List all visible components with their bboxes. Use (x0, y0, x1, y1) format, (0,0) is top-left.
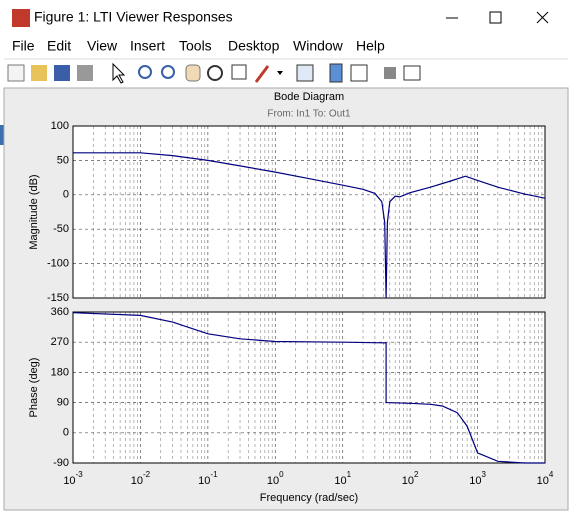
x-tick-exponent: 3 (481, 470, 486, 479)
data-line (72, 312, 545, 464)
x-tick-label: 103 (469, 470, 486, 487)
x-tick-base: 10 (267, 475, 279, 487)
tool-icon[interactable] (31, 65, 47, 81)
y-tick-label: 0 (63, 427, 69, 439)
menu-item[interactable]: Edit (47, 38, 71, 54)
window-title: Figure 1: LTI Viewer Responses (34, 9, 233, 25)
x-tick-base: 10 (537, 475, 549, 487)
tool-icon[interactable] (384, 67, 396, 79)
x-tick-base: 10 (63, 475, 75, 487)
x-tick-label: 101 (334, 470, 351, 487)
tool-icon[interactable] (138, 65, 152, 79)
x-tick-label: 10-2 (131, 470, 151, 487)
toolbar (7, 62, 421, 84)
x-tick-label: 10-3 (63, 470, 83, 487)
tool-icon[interactable] (329, 63, 343, 83)
menu-item[interactable]: Help (356, 38, 385, 54)
tool-icon[interactable] (296, 64, 314, 82)
x-tick-base: 10 (469, 475, 481, 487)
app-icon (12, 9, 30, 27)
x-axis-label: Frequency (rad/sec) (260, 492, 358, 504)
x-tick-exponent: 1 (347, 470, 352, 479)
x-tick-exponent: -3 (76, 470, 84, 479)
x-tick-exponent: 2 (414, 470, 419, 479)
tool-icon[interactable] (161, 65, 175, 79)
tool-icon[interactable] (254, 65, 270, 83)
menu-item[interactable]: View (87, 38, 118, 54)
y-tick-label: 270 (51, 336, 69, 348)
x-tick-exponent: -2 (143, 470, 151, 479)
tool-icon[interactable] (403, 65, 421, 81)
x-tick-exponent: -1 (210, 470, 218, 479)
y-tick-label: -50 (53, 223, 69, 235)
close[interactable] (536, 11, 549, 24)
y-tick-label: 180 (51, 366, 69, 378)
y-tick-label: -150 (47, 292, 69, 304)
tool-icon[interactable] (77, 65, 93, 81)
tool-icon[interactable] (231, 64, 247, 80)
y-tick-label: 360 (51, 306, 69, 318)
x-tick-label: 100 (267, 470, 284, 487)
y-tick-label: 100 (51, 120, 69, 132)
menu-item[interactable]: Tools (179, 38, 212, 54)
tool-icon[interactable] (350, 64, 368, 82)
x-tick-base: 10 (334, 475, 346, 487)
y-tick-label: -100 (47, 258, 69, 270)
y-tick-label: 0 (63, 189, 69, 201)
tool-icon[interactable] (185, 64, 201, 82)
menu-item[interactable]: File (12, 38, 35, 54)
x-tick-label: 104 (537, 470, 554, 487)
y-tick-label: -90 (53, 457, 69, 469)
axes-box (72, 125, 546, 299)
menu-item[interactable]: Desktop (228, 38, 280, 54)
x-tick-exponent: 4 (549, 470, 554, 479)
x-tick-exponent: 0 (279, 470, 284, 479)
axes-bg (73, 312, 545, 463)
y-tick-label: 50 (57, 154, 69, 166)
y-tick-label: 90 (57, 397, 69, 409)
x-tick-base: 10 (402, 475, 414, 487)
y-axis-label: Magnitude (dB) (28, 174, 40, 249)
tool-icon[interactable] (112, 62, 126, 84)
x-tick-base: 10 (131, 475, 143, 487)
axes-bg (73, 126, 545, 298)
y-axis-label: Phase (deg) (28, 358, 40, 418)
tool-icon[interactable] (54, 65, 70, 81)
tool-icon[interactable] (7, 64, 25, 82)
menu-item[interactable]: Insert (130, 38, 165, 54)
tool-icon[interactable] (207, 65, 223, 81)
axes-box (72, 311, 546, 464)
chart-subtitle: From: In1 To: Out1 (267, 109, 351, 120)
menu-item[interactable]: Window (293, 38, 344, 54)
bg-window (0, 125, 5, 145)
tool-icon[interactable] (277, 71, 283, 75)
data-line (73, 152, 546, 299)
chart-title: Bode Diagram (274, 91, 344, 103)
maximize[interactable] (489, 11, 502, 24)
x-tick-label: 10-1 (198, 470, 218, 487)
x-tick-base: 10 (198, 475, 210, 487)
x-tick-label: 102 (402, 470, 419, 487)
